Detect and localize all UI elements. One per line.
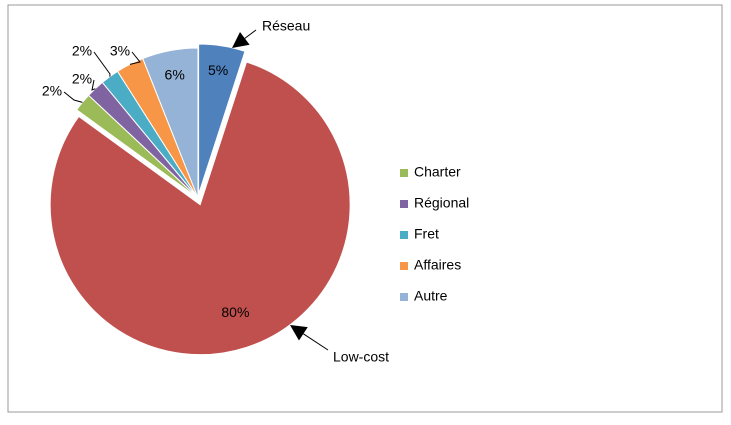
data-label: 5% — [208, 62, 228, 78]
legend-label: Fret — [414, 226, 439, 242]
legend-label: Régional — [414, 195, 469, 211]
leader-line — [63, 91, 83, 103]
pie-slice — [198, 43, 246, 195]
legend-swatch — [400, 231, 408, 239]
legend-swatch — [400, 293, 408, 301]
leader-line — [93, 51, 111, 77]
legend-label: Autre — [414, 288, 448, 304]
data-label: 2% — [72, 43, 92, 59]
legend-swatch — [400, 262, 408, 270]
leader-line — [91, 79, 96, 91]
pie-slice — [142, 47, 199, 199]
callout-label: Réseau — [262, 18, 310, 34]
legend-label: Affaires — [414, 257, 461, 273]
data-label: 6% — [165, 66, 185, 82]
legend-swatch — [400, 169, 408, 177]
callout-label: Low-cost — [333, 349, 389, 365]
legend-swatch — [400, 200, 408, 208]
leader-line — [129, 51, 141, 65]
callout-line — [244, 29, 257, 39]
callout-arrow — [232, 32, 250, 48]
data-label: 2% — [72, 71, 92, 87]
data-label: 2% — [42, 83, 62, 99]
pie-slice — [49, 61, 351, 356]
data-label: 3% — [110, 43, 130, 59]
callout-line — [303, 333, 329, 351]
legend-label: Charter — [414, 164, 461, 180]
callout-arrow — [290, 325, 308, 341]
data-label: 80% — [221, 304, 249, 320]
